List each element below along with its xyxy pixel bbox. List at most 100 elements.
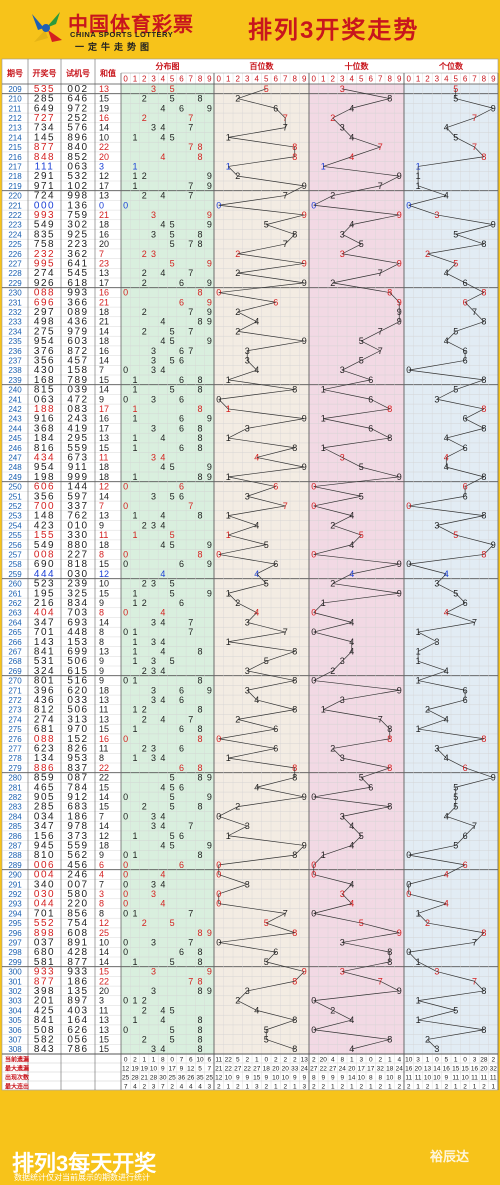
- stat-value: 2: [397, 1083, 401, 1090]
- draw-number-cell: 877: [34, 976, 55, 987]
- sum-cell: 8: [99, 908, 104, 918]
- stat-value: 24: [396, 1065, 404, 1072]
- distribution-digit: 4: [160, 1015, 165, 1025]
- draw-number-cell: 606: [34, 482, 55, 493]
- stat-value: 1: [226, 1083, 230, 1090]
- distribution-digit: 8: [198, 152, 203, 162]
- distribution-digit: 8: [198, 317, 203, 327]
- stat-value: 9: [302, 1074, 306, 1081]
- draw-number-cell: 188: [34, 404, 55, 415]
- distribution-digit: 1: [132, 530, 137, 540]
- distribution-digit: 9: [207, 171, 212, 181]
- stat-value: 0: [369, 1056, 373, 1063]
- sum-cell: 16: [99, 229, 109, 239]
- distribution-digit: 0: [123, 792, 128, 802]
- sum-cell: 22: [99, 142, 109, 152]
- stat-value: 0: [124, 1056, 128, 1063]
- distribution-digit: 8: [198, 763, 203, 773]
- distribution-digit: 1: [132, 161, 137, 171]
- distribution-digit: 4: [160, 617, 165, 627]
- test-number-cell: 562: [67, 850, 88, 861]
- distribution-digit: 5: [170, 773, 175, 783]
- distribution-digit: 5: [170, 1005, 175, 1015]
- period-cell: 289: [8, 861, 22, 870]
- period-cell: 296: [8, 929, 22, 938]
- distribution-digit: 4: [160, 821, 165, 831]
- draw-number-cell: 549: [34, 220, 55, 231]
- trend-line-segment: [218, 883, 248, 895]
- distribution-digit: 3: [151, 355, 156, 365]
- stat-value: 25: [206, 1074, 214, 1081]
- test-number-cell: 608: [67, 928, 88, 939]
- test-number-cell: 877: [67, 957, 88, 968]
- draw-number-cell: 145: [34, 132, 55, 143]
- header: 中国体育彩票 CHINA SPORTS LOTTERY 一定牛走势图 排列3开奖…: [0, 0, 500, 56]
- digit-header-label: 5: [359, 75, 364, 84]
- distribution-digit: 5: [170, 782, 175, 792]
- distribution-digit: 7: [188, 268, 193, 278]
- sum-cell: 14: [99, 123, 109, 133]
- trend-line-segment: [342, 932, 400, 943]
- stat-value: 0: [264, 1056, 268, 1063]
- distribution-digit: 4: [160, 191, 165, 201]
- distribution-digit: 7: [188, 976, 193, 986]
- stat-value: 30: [159, 1074, 167, 1081]
- distribution-digit: 9: [207, 317, 212, 327]
- trend-line-segment: [342, 806, 390, 817]
- stat-value: 11: [405, 1074, 412, 1081]
- draw-number-cell: 168: [34, 375, 55, 386]
- trend-line-segment: [418, 1000, 456, 1011]
- trend-line-segment: [370, 398, 390, 410]
- distribution-digit: 5: [170, 1025, 175, 1035]
- stat-value: 0: [435, 1056, 439, 1063]
- distribution-digit: 3: [151, 452, 156, 462]
- period-cell: 217: [8, 162, 22, 171]
- trend-line-segment: [446, 757, 466, 769]
- sum-cell: 18: [99, 685, 109, 695]
- trend-line-segment: [218, 728, 276, 740]
- test-number-cell: 366: [67, 297, 88, 308]
- period-cell: 232: [8, 308, 22, 317]
- sum-cell: 7: [99, 879, 104, 889]
- trend-line-segment: [418, 990, 484, 1001]
- stat-value: 4: [331, 1056, 335, 1063]
- sum-cell: 11: [99, 530, 108, 540]
- distribution-digit: 3: [151, 889, 156, 899]
- stat-value: 2: [491, 1056, 495, 1063]
- trend-line-segment: [237, 98, 276, 109]
- distribution-digit: 4: [160, 511, 165, 521]
- distribution-digit: 2: [142, 598, 147, 608]
- period-cell: 221: [8, 201, 22, 210]
- trend-line-segment: [218, 195, 286, 206]
- stat-value: 17: [367, 1065, 375, 1072]
- sum-cell: 20: [99, 986, 109, 996]
- draw-number-cell: 430: [34, 365, 55, 376]
- sum-cell: 17: [99, 423, 109, 433]
- sum-cell: 15: [99, 782, 109, 792]
- trend-line-segment: [464, 767, 494, 778]
- period-cell: 240: [8, 386, 22, 395]
- column-header-distribution: 分布图: [156, 61, 180, 71]
- sum-cell: 12: [99, 171, 109, 181]
- digit-header-label: 1: [321, 75, 326, 84]
- digit-header-label: 7: [472, 75, 477, 84]
- stat-value: 11: [415, 1074, 422, 1081]
- column-header-draw: 开奖号: [33, 68, 57, 78]
- stat-value: 2: [142, 1083, 146, 1090]
- trend-line-segment: [313, 631, 352, 643]
- distribution-digit: 3: [151, 346, 156, 356]
- draw-number-cell: 859: [34, 773, 55, 784]
- distribution-digit: 5: [170, 229, 175, 239]
- stat-value: 7: [208, 1065, 212, 1072]
- draw-number-cell: 356: [34, 355, 55, 366]
- trend-line-segment: [313, 913, 362, 924]
- column-header-hundreds: 百位数: [250, 61, 275, 71]
- draw-number-cell: 954: [34, 462, 55, 473]
- stat-value: 10: [386, 1074, 394, 1081]
- sum-cell: 17: [99, 181, 109, 191]
- trend-line-segment: [351, 563, 400, 575]
- trend-line-segment: [418, 622, 475, 633]
- distribution-digit: 8: [198, 94, 203, 104]
- distribution-digit: 9: [207, 773, 212, 783]
- distribution-digit: 1: [132, 724, 137, 734]
